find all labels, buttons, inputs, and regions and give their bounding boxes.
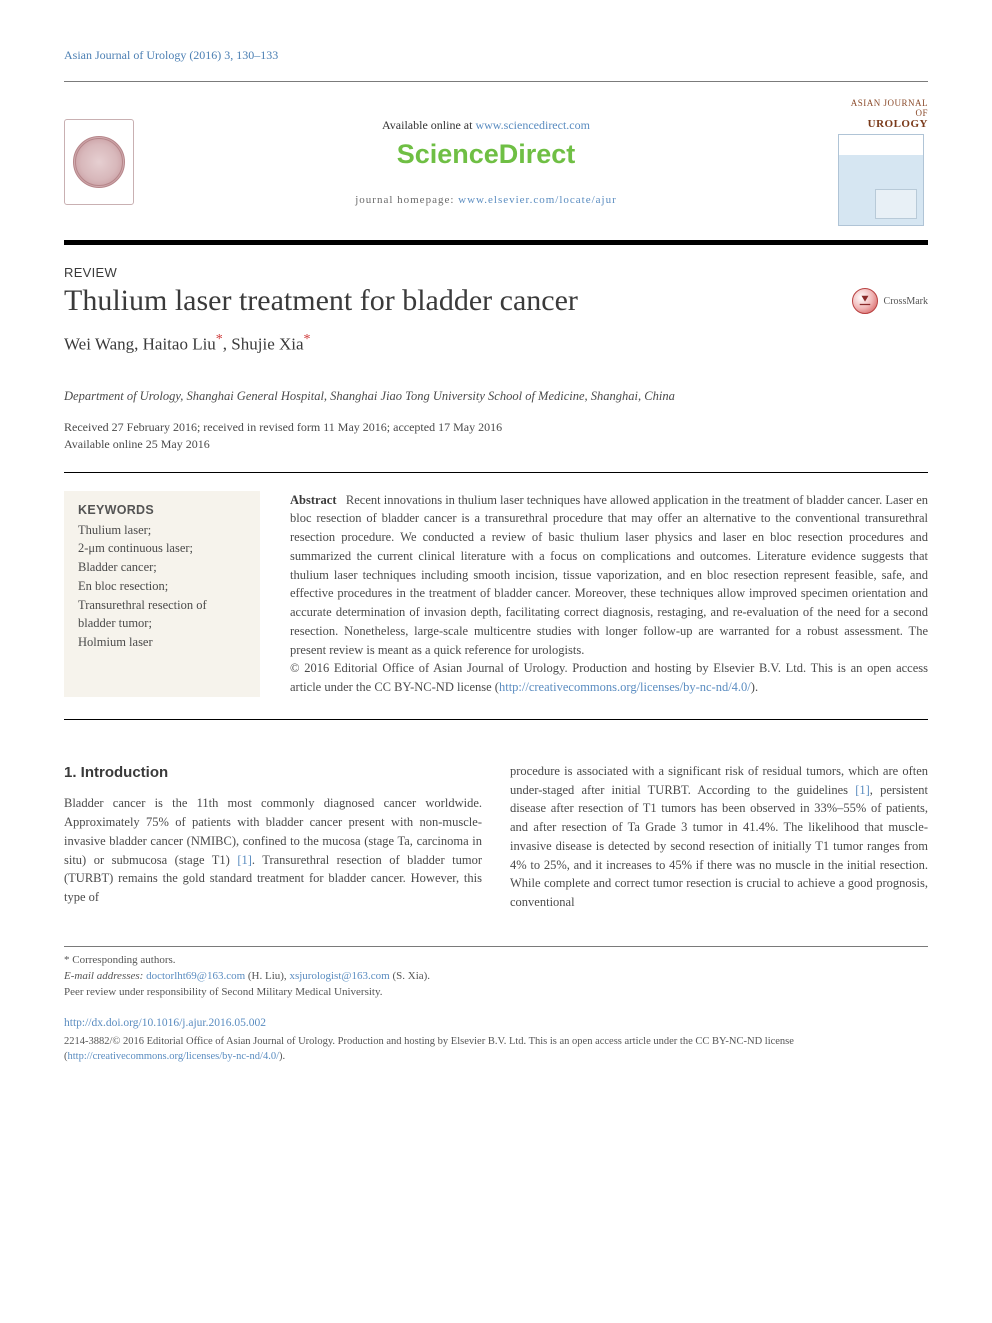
emblem-icon <box>73 136 125 188</box>
section-heading-intro: 1. Introduction <box>64 762 482 785</box>
cover-big-text: UROLOGY <box>868 118 928 130</box>
email-who-2: (S. Xia). <box>390 970 430 982</box>
intro-text-d: , persistent disease after resection of … <box>510 783 928 910</box>
sciencedirect-logo: ScienceDirect <box>134 139 838 170</box>
cc-link-footer[interactable]: http://creativecommons.org/licenses/by-n… <box>68 1051 280 1062</box>
citation-1[interactable]: [1] <box>237 853 252 867</box>
running-head: Asian Journal of Urology (2016) 3, 130–1… <box>64 48 928 63</box>
author-list: Wei Wang, Haitao Liu*, Shujie Xia* <box>64 332 928 355</box>
email-link-1[interactable]: doctorlht69@163.com <box>146 970 245 982</box>
keywords-list: Thulium laser; 2-μm continuous laser; Bl… <box>78 521 246 652</box>
corr-asterisk: * <box>216 332 223 347</box>
society-logo <box>64 119 134 205</box>
email-who-1: (H. Liu), <box>245 970 289 982</box>
rule <box>64 472 928 473</box>
doi-link[interactable]: http://dx.doi.org/10.1016/j.ajur.2016.05… <box>64 1017 266 1029</box>
corresponding-note: * Corresponding authors. <box>64 953 928 969</box>
keywords-heading: KEYWORDS <box>78 503 246 517</box>
sciencedirect-link[interactable]: www.sciencedirect.com <box>475 118 590 132</box>
crossmark-widget[interactable]: CrossMark <box>852 288 928 314</box>
cc-license-link[interactable]: http://creativecommons.org/licenses/by-n… <box>499 680 751 694</box>
article-type: REVIEW <box>64 265 928 280</box>
email-link-2[interactable]: xsjurologist@163.com <box>289 970 389 982</box>
available-prefix: Available online at <box>382 118 475 132</box>
homepage-label: journal homepage: <box>355 194 458 206</box>
crossmark-label: CrossMark <box>884 296 928 307</box>
body-column-left: 1. Introduction Bladder cancer is the 11… <box>64 762 482 912</box>
keyword-item: En bloc resection; <box>78 577 246 596</box>
copyright-end: ). <box>751 680 758 694</box>
cover-small-text: ASIAN JOURNAL OF <box>851 98 928 118</box>
author-3: , Shujie Xia <box>223 335 304 354</box>
available-online: Available online at www.sciencedirect.co… <box>134 118 838 133</box>
abstract-label: Abstract <box>290 493 337 507</box>
keyword-item: 2-μm continuous laser; <box>78 539 246 558</box>
abstract-body: Recent innovations in thulium laser tech… <box>290 493 928 657</box>
masthead: Available online at www.sciencedirect.co… <box>64 81 928 245</box>
email-label: E-mail addresses: <box>64 970 146 982</box>
abstract: Abstract Recent innovations in thulium l… <box>290 491 928 697</box>
corr-asterisk: * <box>304 332 311 347</box>
citation-1b[interactable]: [1] <box>855 783 870 797</box>
footnotes: * Corresponding authors. E-mail addresse… <box>64 946 928 1064</box>
keyword-item: Holmium laser <box>78 633 246 652</box>
author-1-2: Wei Wang, Haitao Liu <box>64 335 216 354</box>
homepage-link[interactable]: www.elsevier.com/locate/ajur <box>458 194 617 206</box>
article-dates: Received 27 February 2016; received in r… <box>64 419 928 454</box>
keyword-item: Bladder cancer; <box>78 558 246 577</box>
journal-cover: ASIAN JOURNAL OF UROLOGY <box>838 98 928 226</box>
journal-homepage: journal homepage: www.elsevier.com/locat… <box>134 194 838 206</box>
dates-received: Received 27 February 2016; received in r… <box>64 419 928 436</box>
affiliation: Department of Urology, Shanghai General … <box>64 387 928 405</box>
keywords-box: KEYWORDS Thulium laser; 2-μm continuous … <box>64 491 260 697</box>
body-column-right: procedure is associated with a significa… <box>510 762 928 912</box>
dates-online: Available online 25 May 2016 <box>64 436 928 453</box>
keyword-item: Transurethral resection of bladder tumor… <box>78 596 246 634</box>
crossmark-icon <box>852 288 878 314</box>
peer-review-note: Peer review under responsibility of Seco… <box>64 985 928 1001</box>
article-title: Thulium laser treatment for bladder canc… <box>64 284 578 318</box>
cover-thumbnail <box>838 134 924 226</box>
issn-end: ). <box>279 1051 285 1062</box>
keyword-item: Thulium laser; <box>78 521 246 540</box>
